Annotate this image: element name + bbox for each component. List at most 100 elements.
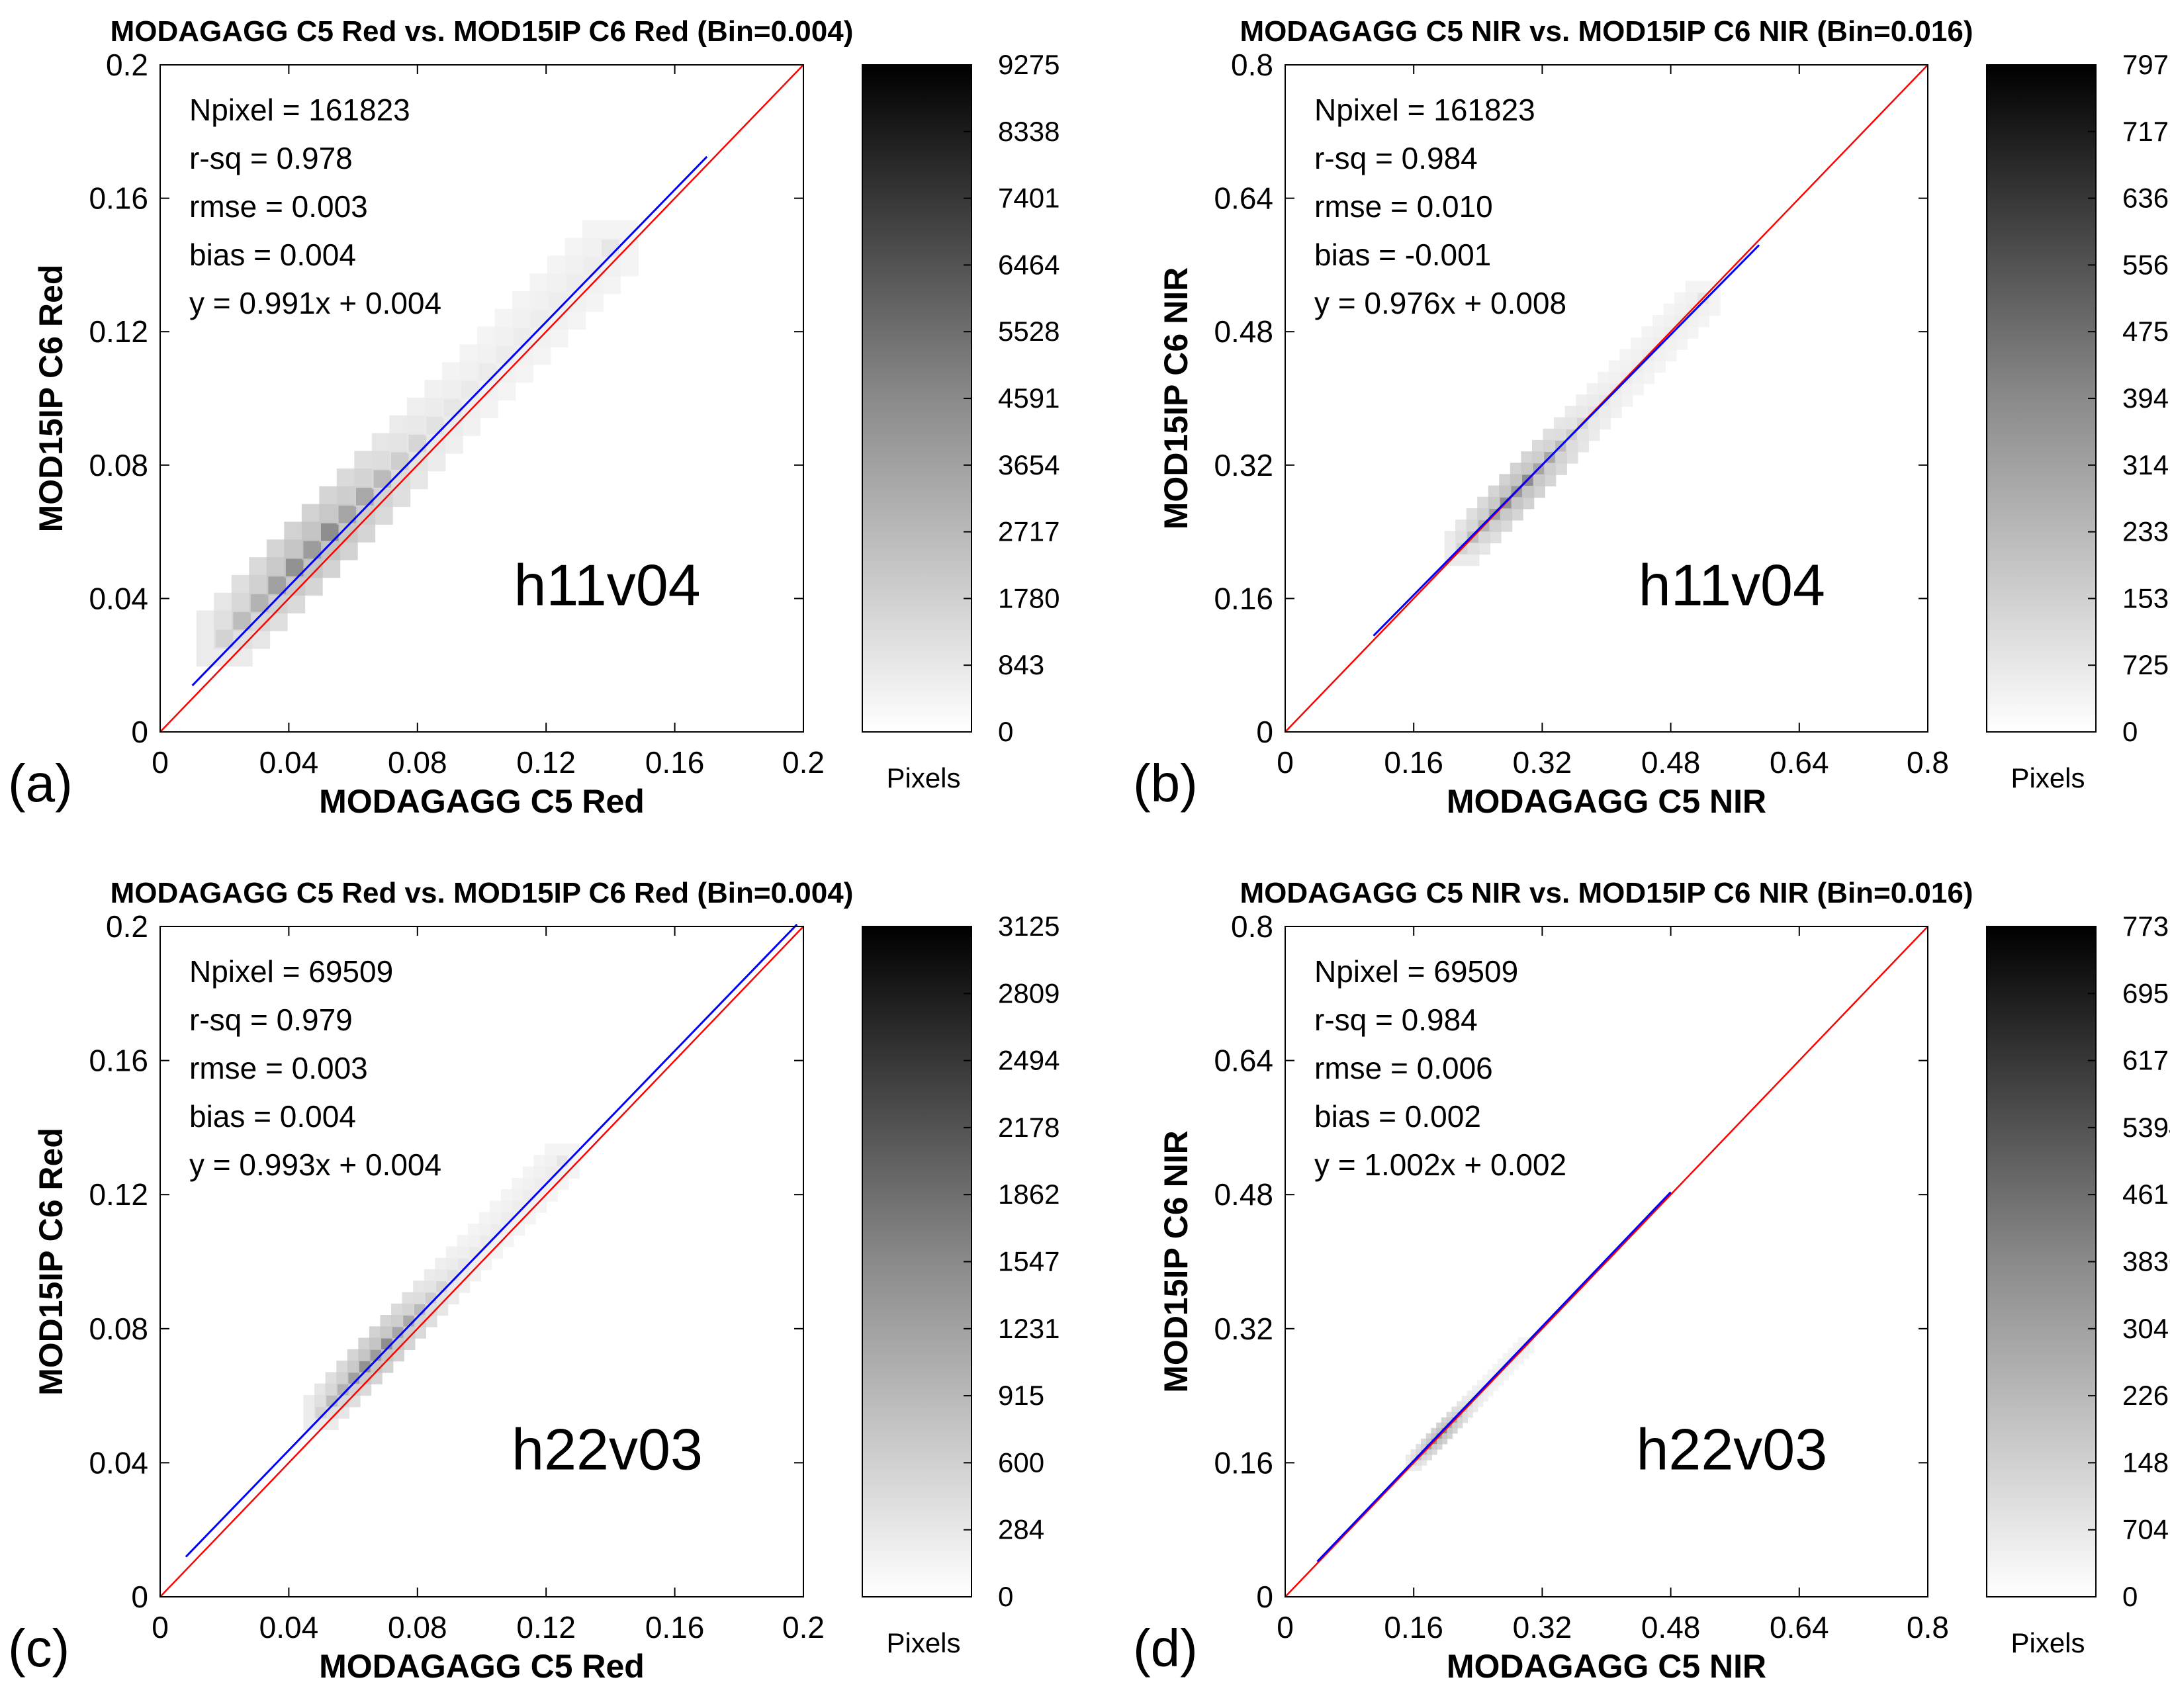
chart-title: MODAGAGG C5 NIR vs. MOD15IP C6 NIR (Bin=… <box>1240 877 1973 909</box>
x-tick-label: 0.04 <box>259 1610 319 1644</box>
chart-title: MODAGAGG C5 NIR vs. MOD15IP C6 NIR (Bin=… <box>1240 15 1973 48</box>
tile-label: h11v04 <box>514 552 700 617</box>
stat-annotation: r-sq = 0.984 <box>1314 1003 1478 1037</box>
colorbar-tick-label: 3830 <box>2122 1246 2170 1277</box>
colorbar-tick-label: 1547 <box>998 1246 1060 1277</box>
colorbar-tick-label: 2178 <box>998 1112 1060 1143</box>
stat-annotation: bias = 0.004 <box>189 238 356 272</box>
tile-label: h22v03 <box>512 1417 703 1482</box>
colorbar-tick-label: 4591 <box>998 382 1060 414</box>
scatter-panel-a: 0 0.04 0.08 0.12 0.16 0.2 0 0.04 0.08 0.12 0.16 0.2… <box>8 15 1060 820</box>
x-tick-label: 0.8 <box>1907 1610 1949 1644</box>
x-tick-label: 0.12 <box>516 745 576 780</box>
colorbar-tick-label: 0 <box>2122 1581 2138 1612</box>
scatter-panel-c: 0 0.04 0.08 0.12 0.16 0.2 0 0.04 0.08 0.12 0.16 0.2… <box>8 877 1060 1685</box>
y-tick-label: 0.64 <box>1214 1044 1273 1078</box>
tile-label: h22v03 <box>1636 1417 1827 1482</box>
colorbar-tick-label: 5561 <box>2122 249 2170 280</box>
x-tick-label: 0.48 <box>1641 745 1701 780</box>
y-tick-label: 0.48 <box>1214 314 1273 349</box>
y-tick-label: 0.16 <box>1214 581 1273 615</box>
colorbar-tick-label: 7739 <box>2122 911 2170 942</box>
x-axis-label: MODAGAGG C5 NIR <box>1447 1648 1766 1685</box>
stat-annotation: Npixel = 161823 <box>1314 93 1535 127</box>
x-tick-label: 0 <box>152 745 169 780</box>
colorbar-tick-label: 284 <box>998 1514 1044 1545</box>
stat-annotation: rmse = 0.010 <box>1314 189 1493 224</box>
panel-label: (a) <box>8 754 73 813</box>
y-axis-label: MOD15IP C6 NIR <box>1157 267 1195 529</box>
colorbar-tick-label: 1780 <box>998 582 1060 613</box>
colorbar-tick-label: 2267 <box>2122 1380 2170 1411</box>
x-tick-label: 0.12 <box>516 1610 576 1644</box>
y-tick-label: 0.2 <box>106 909 148 944</box>
density-cell <box>602 239 619 257</box>
colorbar-tick-label: 0 <box>998 716 1013 747</box>
stat-annotation: rmse = 0.003 <box>189 1051 368 1085</box>
colorbar-tick-label: 0 <box>2122 716 2138 747</box>
colorbar-tick-label: 915 <box>998 1380 1044 1411</box>
y-tick-label: 0.64 <box>1214 181 1273 216</box>
colorbar-tick-label: 5394 <box>2122 1112 2170 1143</box>
y-tick-label: 0.04 <box>89 1445 148 1480</box>
stat-annotation: y = 0.991x + 0.004 <box>189 286 441 320</box>
x-tick-label: 0.16 <box>1384 1610 1443 1644</box>
stat-annotation: y = 1.002x + 0.002 <box>1314 1147 1566 1182</box>
chart-title: MODAGAGG C5 Red vs. MOD15IP C6 Red (Bin=… <box>111 877 854 909</box>
y-tick-label: 0 <box>131 715 148 749</box>
x-tick-label: 0.04 <box>259 745 319 780</box>
colorbar-tick-label: 3654 <box>998 449 1060 480</box>
colorbar-label: Pixels <box>2011 1627 2085 1658</box>
colorbar-tick-label: 5528 <box>998 316 1060 347</box>
y-tick-label: 0.08 <box>89 448 148 482</box>
colorbar-tick-label: 600 <box>998 1447 1044 1478</box>
colorbar-label: Pixels <box>886 762 960 793</box>
y-tick-label: 0.16 <box>1214 1445 1273 1480</box>
colorbar-tick-label: 704 <box>2122 1514 2169 1545</box>
y-tick-label: 0.16 <box>89 1044 148 1078</box>
scatter-panel-b: 0 0.16 0.32 0.48 0.64 0.8 0 0.16 0.32 0.48 0.64 0.8… <box>1133 15 2170 820</box>
one-to-one-line <box>159 64 804 733</box>
colorbar-label: Pixels <box>886 1627 960 1658</box>
tile-label: h11v04 <box>1639 552 1825 617</box>
colorbar-tick-label: 8338 <box>998 116 1060 147</box>
colorbar-tick-label: 4612 <box>2122 1179 2170 1210</box>
colorbar-label: Pixels <box>2011 762 2085 793</box>
colorbar-tick-label: 2494 <box>998 1045 1060 1076</box>
colorbar-tick-label: 3049 <box>2122 1313 2170 1344</box>
y-tick-label: 0.32 <box>1214 1312 1273 1346</box>
stat-annotation: Npixel = 161823 <box>189 93 410 127</box>
colorbar-tick-label: 2717 <box>998 516 1060 547</box>
x-axis-label: MODAGAGG C5 Red <box>319 783 645 820</box>
panel-label: (d) <box>1133 1619 1198 1678</box>
regression-line <box>1373 244 1760 637</box>
colorbar-tick-label: 843 <box>998 649 1044 680</box>
density-cell <box>557 1155 568 1167</box>
y-tick-label: 0.2 <box>106 48 148 82</box>
y-tick-label: 0.8 <box>1231 909 1273 944</box>
y-tick-label: 0.32 <box>1214 448 1273 482</box>
stat-annotation: r-sq = 0.978 <box>189 141 353 175</box>
x-tick-label: 0.08 <box>388 1610 447 1644</box>
x-tick-label: 0.16 <box>645 1610 705 1644</box>
colorbar-tick-label: 7979 <box>2122 49 2170 80</box>
y-tick-label: 0.12 <box>89 314 148 349</box>
x-tick-label: 0.64 <box>1770 745 1829 780</box>
y-tick-label: 0 <box>1256 1580 1273 1614</box>
chart-title: MODAGAGG C5 Red vs. MOD15IP C6 Red (Bin=… <box>111 15 854 48</box>
colorbar <box>862 926 972 1597</box>
x-tick-label: 0.32 <box>1513 745 1572 780</box>
x-axis-label: MODAGAGG C5 Red <box>319 1648 645 1685</box>
stat-annotation: Npixel = 69509 <box>1314 954 1518 989</box>
y-tick-label: 0 <box>1256 715 1273 749</box>
colorbar-tick-label: 1862 <box>998 1179 1060 1210</box>
colorbar <box>1986 926 2097 1597</box>
regression-line <box>1316 1191 1672 1562</box>
colorbar <box>862 64 972 733</box>
scatter-panel-d: 0 0.16 0.32 0.48 0.64 0.8 0 0.16 0.32 0.48 0.64 0.8… <box>1133 877 2170 1685</box>
x-tick-label: 0 <box>1277 1610 1294 1644</box>
